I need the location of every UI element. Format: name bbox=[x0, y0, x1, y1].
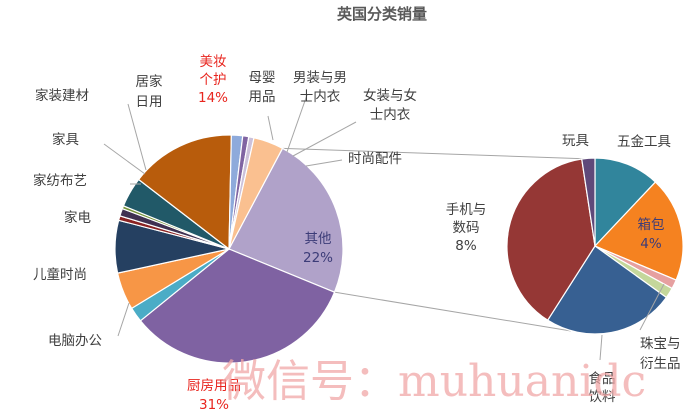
leader-lines bbox=[103, 94, 665, 361]
data-label-line: 箱包 bbox=[638, 217, 665, 233]
data-label-line: 家纺布艺 bbox=[33, 172, 87, 189]
data-label-line: 用品 bbox=[249, 89, 276, 105]
data-label-line: 手机与 bbox=[446, 202, 487, 218]
data-label-line: 数码 bbox=[453, 220, 480, 236]
leader-line-电脑办公 bbox=[117, 302, 130, 337]
data-label-line: 家装建材 bbox=[35, 87, 89, 104]
data-label-line: 儿童时尚 bbox=[33, 266, 87, 283]
leader-line-母婴用品 bbox=[267, 115, 274, 141]
data-label-line: 时尚配件 bbox=[348, 151, 402, 167]
data-label-女装与女士内衣: 女装与女士内衣 bbox=[363, 87, 417, 123]
data-label-时尚配件: 时尚配件 bbox=[348, 151, 402, 167]
data-label-line: 电脑办公 bbox=[48, 333, 102, 349]
leader-line-时尚配件 bbox=[305, 159, 343, 167]
data-label-line: 8% bbox=[455, 238, 477, 254]
secondary-slice-箱包 bbox=[593, 181, 684, 281]
data-label-家纺布艺: 家纺布艺 bbox=[33, 172, 87, 189]
data-label-line: 女装与女 bbox=[363, 87, 417, 104]
data-label-line: 其他 bbox=[305, 231, 332, 247]
data-label-家装建材: 家装建材 bbox=[35, 87, 89, 104]
data-label-line: 母婴 bbox=[249, 70, 276, 86]
leader-line-男装与男士内衣 bbox=[286, 94, 308, 153]
data-label-儿童时尚: 儿童时尚 bbox=[33, 266, 87, 283]
main-slice-其他 bbox=[228, 147, 344, 293]
data-label-line: 衍生品 bbox=[640, 356, 681, 372]
data-label-男装与男士内衣: 男装与男士内衣 bbox=[293, 70, 347, 105]
data-label-玩具: 玩具 bbox=[562, 133, 589, 149]
data-label-line: 个护 bbox=[200, 72, 227, 88]
data-label-食品饮料: 食品饮料 bbox=[589, 370, 617, 405]
data-label-珠宝与衍生品: 珠宝与衍生品 bbox=[640, 336, 681, 372]
data-label-line: 居家 bbox=[136, 73, 163, 90]
slice-labels: 其他 22% 厨房用品 31% 电脑办公 儿童时尚 家电 家纺布艺 家具 家装建材 居家日用 美妆个护… bbox=[33, 54, 681, 413]
leader-line-女装与女士内衣 bbox=[292, 121, 357, 157]
data-label-美妆个护: 美妆个护 14% bbox=[198, 54, 228, 106]
connector-line-bottom bbox=[334, 291, 572, 332]
data-label-line: 家具 bbox=[52, 131, 79, 148]
main-slice-时尚配件 bbox=[228, 137, 284, 250]
data-label-line: 厨房用品 bbox=[187, 378, 241, 394]
secondary-slice-手机与数码 bbox=[506, 158, 596, 322]
data-label-line: 士内衣 bbox=[300, 89, 341, 105]
data-label-line: 五金工具 bbox=[617, 134, 671, 150]
main-slice-美妆个护 bbox=[137, 134, 232, 251]
data-label-家具: 家具 bbox=[52, 131, 79, 148]
data-label-手机与数码: 手机与数码 8% bbox=[446, 202, 487, 254]
chart-title: 英国分类销量 bbox=[337, 5, 427, 23]
data-label-line: 玩具 bbox=[562, 133, 589, 149]
data-label-line: 14% bbox=[198, 90, 228, 106]
data-label-line: 男装与男 bbox=[293, 70, 347, 86]
data-label-line: 22% bbox=[303, 250, 333, 266]
data-label-line: 4% bbox=[640, 236, 662, 252]
data-label-line: 31% bbox=[199, 397, 229, 413]
data-label-line: 珠宝与 bbox=[640, 336, 681, 352]
data-label-line: 士内衣 bbox=[370, 107, 411, 123]
data-label-箱包: 箱包 4% bbox=[638, 217, 665, 252]
data-label-line: 食品 bbox=[589, 370, 616, 387]
data-label-厨房用品: 厨房用品 31% bbox=[187, 378, 241, 413]
leader-line-食品饮料 bbox=[599, 334, 603, 361]
data-label-五金工具: 五金工具 bbox=[617, 134, 671, 150]
leader-line-珠宝与衍生品 bbox=[639, 283, 665, 331]
data-label-电脑办公: 电脑办公 bbox=[48, 333, 102, 349]
data-label-line: 日用 bbox=[136, 94, 163, 110]
data-label-其他: 其他 22% bbox=[303, 231, 333, 266]
data-label-家电: 家电 bbox=[64, 209, 91, 226]
watermark: 微信号：muhuanidc bbox=[222, 356, 646, 407]
secondary-pie bbox=[506, 157, 684, 335]
leader-line-家具 bbox=[103, 143, 146, 175]
data-label-line: 饮料 bbox=[589, 389, 617, 405]
connector-lines bbox=[282, 147, 592, 332]
data-label-母婴用品: 母婴用品 bbox=[249, 70, 276, 105]
main-slice-厨房用品 bbox=[139, 248, 336, 364]
main-pie bbox=[114, 134, 344, 364]
data-label-line: 美妆 bbox=[200, 54, 227, 70]
connector-line-top bbox=[282, 147, 592, 160]
secondary-slice-食品饮料 bbox=[546, 245, 668, 335]
data-label-居家日用: 居家日用 bbox=[136, 73, 163, 110]
data-label-line: 家电 bbox=[64, 209, 91, 226]
secondary-slice-玩具 bbox=[581, 157, 596, 247]
leader-line-家装建材 bbox=[127, 103, 147, 171]
secondary-slice-五金工具 bbox=[594, 157, 657, 248]
